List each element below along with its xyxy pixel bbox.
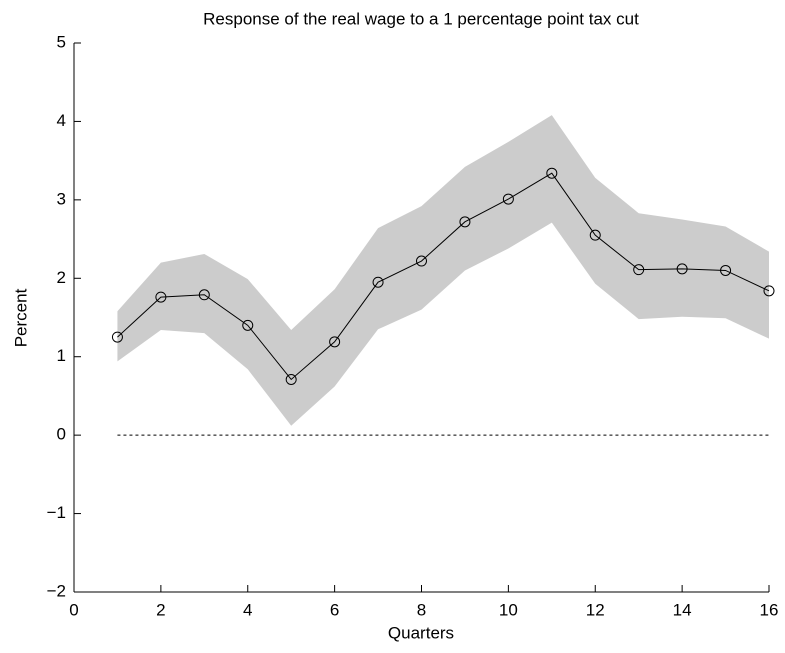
data-point [763, 285, 775, 297]
y-tick-label: −1 [47, 503, 66, 522]
data-point [155, 291, 167, 303]
data-point [416, 255, 427, 267]
x-tick-label: 4 [243, 600, 252, 619]
data-point [676, 263, 688, 275]
x-tick-label: 14 [673, 600, 692, 619]
x-tick-label: 8 [417, 600, 426, 619]
data-point [589, 229, 601, 241]
y-tick-label: 5 [57, 32, 66, 51]
y-tick-label: 3 [57, 189, 66, 208]
data-point [633, 264, 645, 276]
x-axis-label: Quarters [388, 623, 454, 642]
x-tick-label: 0 [69, 600, 78, 619]
data-point [459, 216, 471, 228]
y-tick-label: 0 [57, 425, 66, 444]
x-tick-label: 16 [760, 600, 779, 619]
y-axis-label: Percent [11, 288, 30, 347]
data-point [502, 193, 514, 205]
data-point [198, 289, 210, 301]
y-tick-label: 4 [57, 111, 66, 130]
data-point [111, 331, 123, 343]
y-tick-label: −2 [47, 581, 66, 600]
data-point [242, 319, 254, 331]
x-tick-label: 10 [499, 600, 518, 619]
data-line [117, 172, 770, 381]
x-tick-label: 2 [156, 600, 165, 619]
data-point [546, 167, 558, 179]
data-point [285, 373, 297, 385]
y-tick-label: 2 [57, 268, 66, 287]
data-point [329, 336, 341, 348]
x-tick-label: 12 [586, 600, 605, 619]
chart-title: Response of the real wage to a 1 percent… [203, 9, 639, 28]
y-tick-label: 1 [57, 346, 66, 365]
confidence-band [117, 115, 769, 426]
x-tick-label: 6 [330, 600, 339, 619]
data-point [720, 264, 732, 276]
data-point [372, 276, 384, 288]
